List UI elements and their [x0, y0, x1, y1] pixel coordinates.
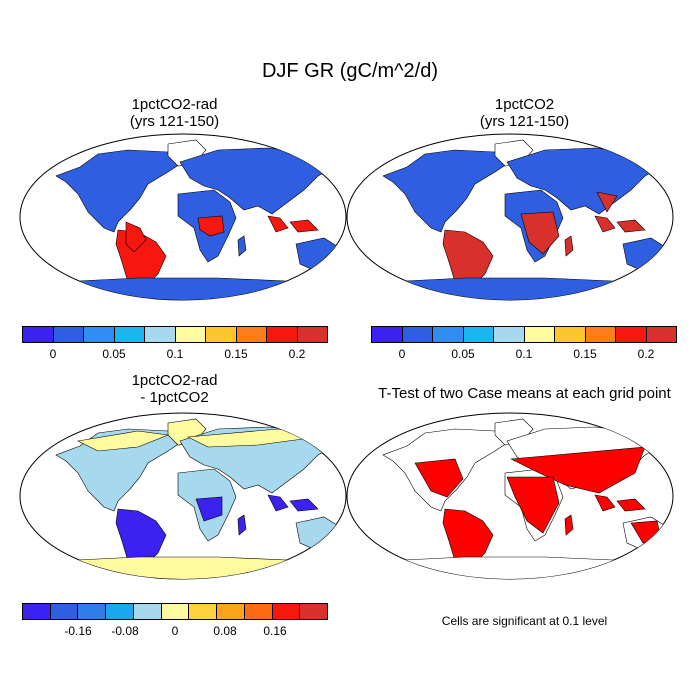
colorbar-difference [22, 603, 328, 620]
colorbar-swatch [50, 604, 79, 619]
panel-title-line2: (yrs 121-150) [129, 113, 220, 130]
colorbar-swatch [145, 327, 176, 342]
panel-title-line2: (yrs 121-150) [479, 113, 570, 130]
panel-title-1pctco2-rad: 1pctCO2-rad (yrs 121-150) [22, 96, 327, 130]
colorbar-swatch [585, 327, 616, 342]
colorbar-tick-label: 0.1 [515, 347, 533, 361]
map-ttest-significance [346, 412, 674, 580]
colorbar-swatch [463, 327, 494, 342]
colorbar-swatch [217, 604, 245, 619]
colorbar-swatch [114, 327, 145, 342]
colorbar-swatch [23, 327, 54, 342]
colorbar-tick-label: 0.05 [451, 347, 475, 361]
colorbar-swatch [244, 604, 273, 619]
colorbar-swatch [84, 327, 115, 342]
panel-title-line1: 1pctCO2 [494, 96, 555, 113]
colorbar-swatch [372, 327, 403, 342]
figure-title: DJF GR (gC/m^2/d) [261, 60, 439, 82]
colorbar-1pctco2-rad [22, 326, 328, 343]
colorbar-swatch [106, 604, 134, 619]
map-1pctco2-rad [19, 133, 347, 301]
significance-footnote: Cells are significant at 0.1 level [441, 614, 608, 628]
colorbar-swatch [646, 327, 676, 342]
colorbar-tick-label: 0.08 [213, 624, 237, 638]
colorbar-swatch [189, 604, 218, 619]
map-1pctco2 [346, 133, 674, 301]
colorbar-swatch [402, 327, 433, 342]
colorbar-tick-label: 0.15 [573, 347, 597, 361]
colorbar-swatch [616, 327, 647, 342]
panel-title-line1: 1pctCO2-rad [131, 372, 218, 389]
colorbar-swatch [297, 327, 327, 342]
panel-title-difference: 1pctCO2-rad - 1pctCO2 [22, 372, 327, 406]
colorbar-swatch [236, 327, 267, 342]
colorbar-swatch [433, 327, 464, 342]
colorbar-tick-label: 0.05 [102, 347, 126, 361]
colorbar-tick-label: 0.16 [263, 624, 287, 638]
colorbar-swatch [267, 327, 298, 342]
panel-title-ttest: T-Test of two Case means at each grid po… [378, 385, 671, 402]
colorbar-tick-label: 0.2 [288, 347, 306, 361]
colorbar-tick-label: 0.1 [166, 347, 184, 361]
colorbar-swatch [78, 604, 107, 619]
colorbar-tick-label: 0 [171, 624, 179, 638]
colorbar-swatch [161, 604, 190, 619]
colorbar-swatch [272, 604, 301, 619]
map-difference [19, 412, 347, 580]
colorbar-tick-label: -0.08 [111, 624, 139, 638]
colorbar-swatch [555, 327, 586, 342]
colorbar-swatch [524, 327, 555, 342]
colorbar-swatch [175, 327, 206, 342]
colorbar-swatch [23, 604, 51, 619]
panel-title-line2: - 1pctCO2 [140, 389, 209, 406]
colorbar-swatch [53, 327, 84, 342]
colorbar-swatch [133, 604, 162, 619]
colorbar-swatch [494, 327, 525, 342]
colorbar-tick-label: 0.2 [637, 347, 655, 361]
colorbar-tick-label: 0 [398, 347, 406, 361]
colorbar-tick-label: 0.15 [224, 347, 248, 361]
panel-title-line1: 1pctCO2-rad [131, 96, 218, 113]
colorbar-tick-label: 0 [49, 347, 57, 361]
colorbar-swatch [206, 327, 237, 342]
colorbar-swatch [300, 604, 328, 619]
panel-title-1pctco2: 1pctCO2 (yrs 121-150) [372, 96, 677, 130]
colorbar-tick-label: -0.16 [64, 624, 92, 638]
colorbar-1pctco2 [371, 326, 677, 343]
